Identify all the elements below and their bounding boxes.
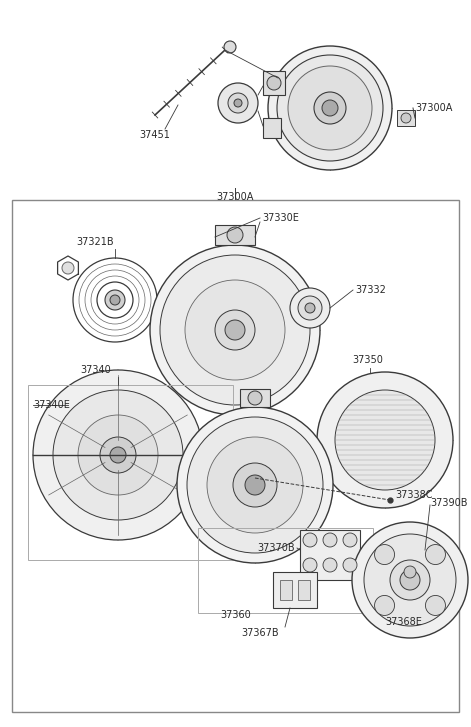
Circle shape [225,320,245,340]
Circle shape [187,417,323,553]
Circle shape [374,545,395,565]
Text: 37338C: 37338C [395,490,432,500]
Bar [298,580,310,600]
Bar [300,530,360,580]
Circle shape [401,113,411,123]
Bar [280,580,292,600]
Circle shape [233,463,277,507]
Circle shape [277,55,383,161]
Bar [12,200,459,712]
Circle shape [343,533,357,547]
Bar [397,110,415,126]
Circle shape [105,290,125,310]
Bar [263,71,285,95]
Text: 37340E: 37340E [33,400,70,410]
Circle shape [323,533,337,547]
Circle shape [314,92,346,124]
Circle shape [303,533,317,547]
Circle shape [245,475,265,495]
Circle shape [207,437,303,533]
Circle shape [352,522,468,638]
Bar [273,572,317,608]
Bar [263,118,281,138]
Circle shape [110,295,120,305]
Circle shape [100,437,136,473]
Circle shape [268,46,392,170]
Text: 37332: 37332 [355,285,386,295]
Circle shape [317,372,453,508]
Circle shape [364,534,456,626]
Text: 37360: 37360 [220,610,251,620]
Circle shape [335,390,435,490]
Circle shape [290,288,330,328]
Circle shape [185,280,285,380]
Circle shape [322,100,338,116]
Text: 37451: 37451 [139,130,171,140]
Text: 37321B: 37321B [76,237,114,247]
Circle shape [390,560,430,600]
Circle shape [305,303,315,313]
Circle shape [234,99,242,107]
Text: 37370B: 37370B [257,543,295,553]
Circle shape [224,41,236,53]
Text: 37300A: 37300A [216,192,254,202]
Bar [28,385,233,560]
Circle shape [215,310,255,350]
Text: 37300A: 37300A [415,103,452,113]
Circle shape [177,407,333,563]
Circle shape [228,93,248,113]
Circle shape [404,566,416,578]
Circle shape [400,570,420,590]
Circle shape [267,76,281,90]
Circle shape [228,475,248,495]
Circle shape [382,540,392,550]
Circle shape [298,296,322,320]
Circle shape [53,390,183,520]
Text: 37367B: 37367B [241,628,279,638]
Circle shape [78,415,158,495]
Circle shape [218,83,258,123]
Circle shape [363,568,377,582]
Bar [215,225,255,245]
Circle shape [33,370,203,540]
Circle shape [150,245,320,415]
Circle shape [110,447,126,463]
Text: 37330E: 37330E [262,213,299,223]
Circle shape [425,545,446,565]
Text: 37340: 37340 [80,365,111,375]
Circle shape [227,227,243,243]
Circle shape [220,467,256,503]
Circle shape [343,558,357,572]
Circle shape [425,595,446,616]
Text: 37390B: 37390B [430,498,468,508]
Circle shape [233,480,243,490]
Circle shape [248,391,262,405]
Text: 37368E: 37368E [385,617,422,627]
Circle shape [374,595,395,616]
Circle shape [160,255,310,405]
Circle shape [288,66,372,150]
Circle shape [303,558,317,572]
Circle shape [323,558,337,572]
Circle shape [356,561,384,589]
Text: 37350: 37350 [352,355,383,365]
Bar [198,528,373,613]
Bar [240,389,270,407]
Circle shape [62,262,74,274]
